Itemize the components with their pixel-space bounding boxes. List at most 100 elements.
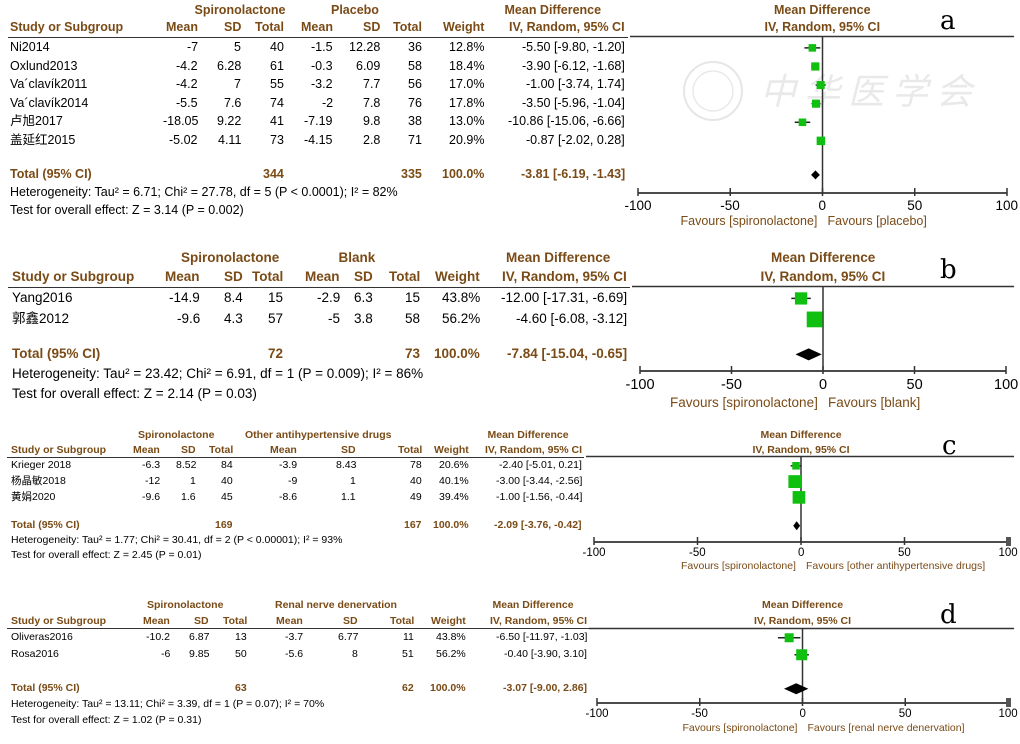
watermark-text: 中华医学会 (760, 72, 980, 113)
panel-label: b (940, 255, 957, 285)
study-sd-1: 6.87 (189, 631, 210, 643)
plot-title: Mean Difference (760, 429, 842, 441)
study-name: Yang2016 (12, 290, 73, 305)
favours-right-label: Favours [other antihypertensive drugs] (806, 560, 986, 572)
favours-left-label: Favours [spironolactone] (682, 722, 798, 734)
total-label: Total (95% CI) (11, 682, 80, 694)
study-mean-2: -0.3 (311, 58, 333, 73)
col-mean-1: Mean (143, 615, 170, 627)
plot-subtitle: IV, Random, 95% CI (752, 444, 850, 456)
effect-header: Mean Difference (506, 250, 611, 265)
study-total-1: 74 (270, 95, 284, 110)
x-tick-label: -100 (625, 377, 655, 393)
total-label: Total (95% CI) (10, 167, 92, 181)
study-mean-1: -10.2 (146, 631, 170, 643)
study-name: Ni2014 (10, 40, 50, 54)
panel-label: c (942, 431, 957, 461)
study-ci: -2.40 [-5.01, 0.21] (499, 459, 582, 471)
study-ci: -6.50 [-11.97, -1.03] (496, 631, 588, 643)
study-mean-1: -18.05 (163, 114, 199, 129)
study-sd-2: 7.8 (363, 95, 381, 110)
col-study: Study or Subgroup (11, 444, 107, 456)
study-name: Oxlund2013 (10, 58, 78, 73)
study-ci: -0.87 [-2.02, 0.28] (526, 133, 625, 147)
study-weight: 43.8% (436, 631, 466, 643)
study-weight: 56.2% (436, 648, 466, 660)
total-label: Total (95% CI) (12, 346, 101, 361)
heterogeneity-text: Heterogeneity: Tau² = 13.11; Chi² = 3.39… (11, 698, 325, 710)
study-mean-1: -4.2 (176, 58, 198, 73)
col-weight: Weight (443, 20, 485, 34)
total-n1: 344 (263, 167, 284, 181)
study-total-2: 58 (405, 311, 421, 326)
col-mean-1: Mean (133, 444, 160, 456)
study-total-2: 36 (408, 40, 422, 54)
study-total-1: 61 (270, 58, 284, 73)
study-mean-2: -8.6 (279, 490, 298, 503)
study-name: 盖延红2015 (10, 133, 76, 147)
study-mean-2: -3.9 (279, 459, 298, 471)
study-mean-2: -5 (328, 311, 341, 326)
study-ci: -3.50 [-5.96, -1.04] (522, 95, 625, 110)
favours-right-label: Favours [placebo] (827, 214, 927, 228)
study-total-2: 40 (410, 474, 422, 487)
group1-header: Spironolactone (181, 250, 280, 265)
group2-header: Other antihypertensive drugs (245, 429, 392, 441)
pooled-diamond (811, 170, 820, 180)
study-name: Krieger 2018 (11, 459, 72, 471)
col-total-1: Total (252, 269, 284, 284)
study-name: Rosa2016 (11, 648, 59, 660)
header-rule (7, 628, 590, 629)
study-ci: -4.60 [-6.08, -3.12] (516, 311, 628, 326)
col-ci: IV, Random, 95% CI (509, 20, 625, 34)
group1-header: Spironolactone (138, 429, 215, 441)
col-mean-2: Mean (305, 269, 340, 284)
study-sd-1: 1.6 (181, 490, 196, 503)
effect-square (792, 461, 800, 470)
x-tick-label: -50 (720, 198, 740, 213)
col-mean-2: Mean (276, 615, 303, 627)
x-tick-label: 0 (798, 547, 805, 559)
pooled-diamond (784, 683, 809, 695)
study-weight: 40.1% (439, 474, 469, 487)
study-total-1: 40 (221, 474, 233, 487)
plot-title: Mean Difference (774, 3, 871, 17)
panel-label: d (940, 600, 957, 630)
study-mean-1: -6 (161, 648, 171, 660)
col-study: Study or Subgroup (10, 20, 124, 34)
favours-right-label: Favours [blank] (828, 395, 921, 410)
study-mean-2: -5.6 (285, 648, 304, 660)
x-tick-label: 50 (898, 547, 911, 559)
study-total-2: 38 (408, 114, 422, 129)
col-sd-1: SD (181, 444, 196, 456)
x-tick-label: -100 (582, 547, 606, 559)
favours-left-label: Favours [spironolactone] (680, 214, 818, 228)
effect-square (811, 62, 820, 71)
study-name: Va´clavík2014 (10, 95, 89, 110)
x-tick-label: 100 (998, 547, 1018, 559)
col-sd-2: SD (343, 615, 358, 627)
study-ci: -3.90 [-6.12, -1.68] (522, 58, 625, 73)
heterogeneity-text: Heterogeneity: Tau² = 6.71; Chi² = 27.78… (10, 185, 398, 199)
col-total-1: Total (209, 444, 234, 456)
study-sd-1: 9.22 (217, 114, 242, 129)
study-total-1: 50 (235, 648, 247, 660)
effect-square (788, 475, 802, 488)
study-mean-2: -4.15 (304, 133, 333, 147)
plot-subtitle: IV, Random, 95% CI (760, 269, 886, 284)
col-weight: Weight (431, 615, 466, 627)
favours-right-label: Favours [renal nerve denervation] (807, 722, 965, 734)
col-weight: Weight (435, 269, 480, 284)
study-total-2: 71 (408, 133, 422, 147)
study-sd-2: 3.8 (354, 311, 373, 326)
study-total-1: 57 (268, 311, 284, 326)
study-weight: 56.2% (442, 311, 481, 326)
study-sd-1: 5 (234, 40, 241, 54)
col-mean-2: Mean (301, 20, 333, 34)
study-mean-1: -12 (145, 474, 161, 487)
col-weight: Weight (434, 444, 469, 456)
study-ci: -1.00 [-1.56, -0.44] (496, 490, 583, 503)
